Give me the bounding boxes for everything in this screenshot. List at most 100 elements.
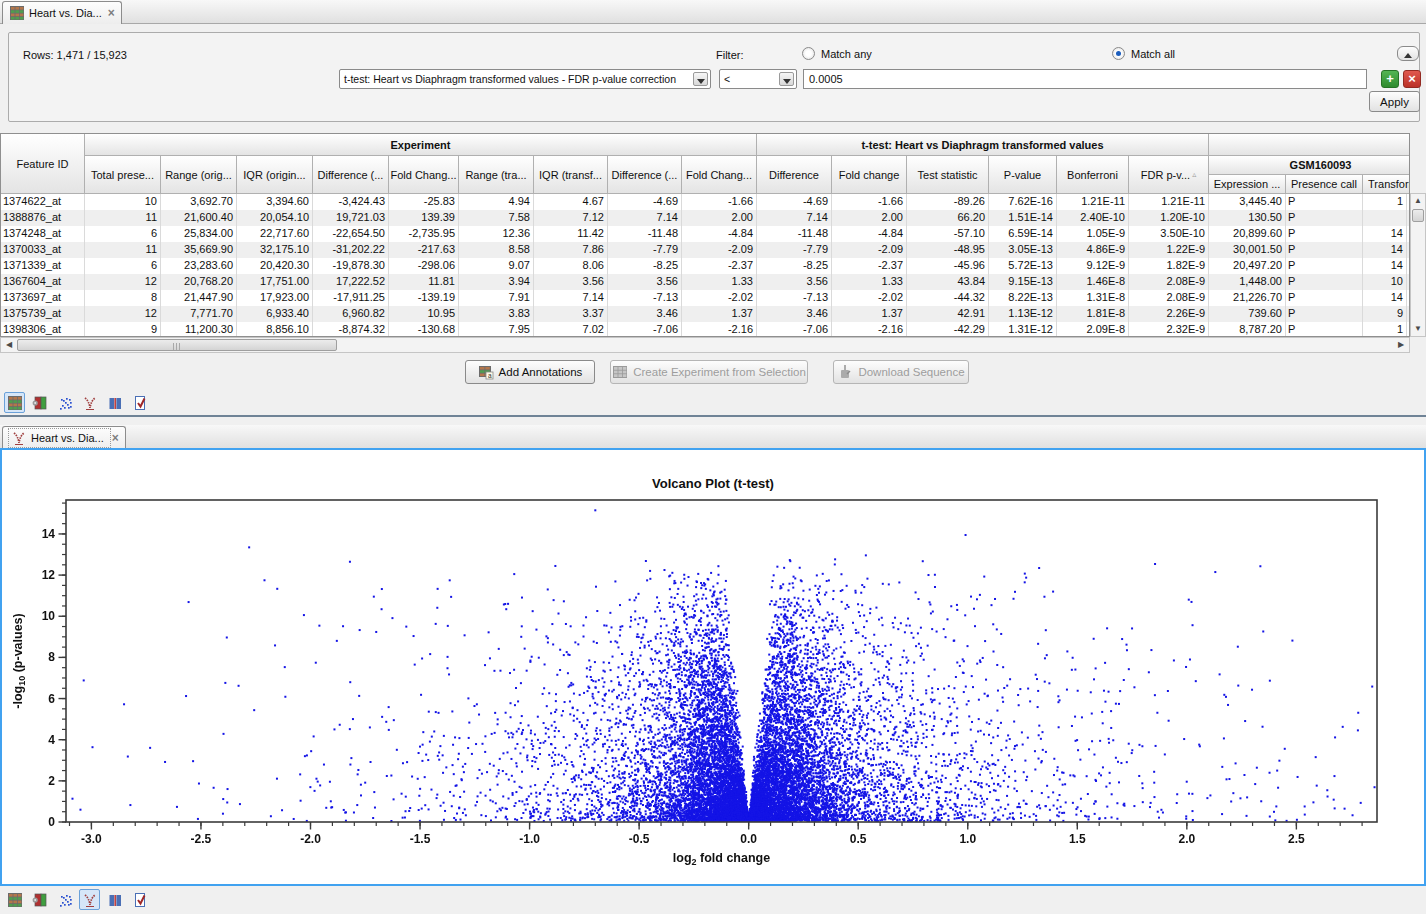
toolbar-experiment-side-icon[interactable] (29, 392, 50, 413)
chevron-down-icon (693, 72, 708, 86)
column-header-feature-id[interactable]: Feature ID (1, 134, 85, 194)
column-header[interactable]: Fold Chang... (682, 156, 757, 194)
radio-match-all[interactable]: Match all (1112, 47, 1175, 60)
tab-table-view[interactable]: Heart vs. Dia... × (2, 1, 122, 24)
cell: 3.83 (459, 306, 534, 322)
toolbar-scatter-plot-icon[interactable] (54, 889, 75, 910)
toolbar-table-view-icon[interactable] (4, 392, 25, 413)
column-header[interactable]: Test statistic (907, 156, 989, 194)
cell: 1388876_at (1, 210, 85, 226)
svg-text:-1.0: -1.0 (519, 832, 540, 846)
cell: 2.40E-10 (1057, 210, 1129, 226)
toolbar-scatter-plot-icon[interactable] (54, 392, 75, 413)
column-header[interactable]: Difference (757, 156, 832, 194)
cell: -217.63 (389, 242, 459, 258)
svg-text:14: 14 (42, 527, 56, 541)
cell: -298.06 (389, 258, 459, 274)
cell: 1,448.00 (1209, 274, 1286, 290)
horizontal-scrollbar[interactable]: ◀ ▶ (0, 337, 1410, 353)
close-icon[interactable]: × (112, 431, 119, 445)
filter-criterion-select[interactable]: t-test: Heart vs Diaphragm transformed v… (339, 69, 711, 89)
table-row[interactable]: 1388876_at1121,600.4020,054.1019,721.031… (1, 210, 1410, 226)
table-row[interactable]: 1374622_at103,692.703,394.60-3,424.43-25… (1, 194, 1410, 210)
column-header[interactable]: IQR (origin... (237, 156, 313, 194)
cell: -19,878.30 (313, 258, 389, 274)
tab-volcano-plot[interactable]: Heart vs. Dia... × (2, 426, 126, 449)
column-header[interactable]: Expression ... (1209, 175, 1286, 194)
group-header-gsm160093[interactable]: GSM160093 (1209, 156, 1410, 175)
remove-filter-button[interactable]: × (1403, 70, 1421, 88)
cell: 21,447.90 (161, 290, 237, 306)
close-icon[interactable]: × (108, 6, 115, 20)
table-row[interactable]: 1370033_at1135,669.9032,175.10-31,202.22… (1, 242, 1410, 258)
cell: 1.22E-9 (1129, 242, 1209, 258)
volcano-plot-icon (11, 430, 27, 446)
column-header[interactable]: Range (tra... (459, 156, 534, 194)
toolbar-experiment-side-icon[interactable] (29, 889, 50, 910)
cell: -2.09 (682, 242, 757, 258)
filter-value-input[interactable]: 0.0005 (803, 69, 1367, 89)
create-experiment-button[interactable]: Create Experiment from Selection (610, 360, 808, 384)
filter-operator-select[interactable]: < (719, 69, 797, 89)
group-header-empty[interactable] (1209, 134, 1410, 156)
add-filter-button[interactable]: + (1381, 70, 1399, 88)
column-header[interactable]: Transform... (1363, 175, 1410, 194)
rows-count-label: Rows: 1,471 / 15,923 (23, 49, 127, 61)
column-header[interactable]: Difference (... (608, 156, 682, 194)
collapse-filter-button[interactable] (1397, 46, 1419, 61)
vertical-scrollbar[interactable]: ▲ ▼ (1410, 193, 1426, 337)
toolbar-report-view-icon[interactable] (129, 392, 150, 413)
column-header[interactable]: Difference (... (313, 156, 389, 194)
download-sequence-button[interactable]: Download Sequence (833, 360, 969, 384)
column-header[interactable]: Bonferroni (1057, 156, 1129, 194)
toolbar-pages-view-icon[interactable] (104, 889, 125, 910)
cell: 8 (85, 290, 161, 306)
cell: P (1286, 258, 1363, 274)
cell: 14 (1363, 242, 1407, 258)
column-header[interactable]: IQR (transf... (534, 156, 608, 194)
cell: 1375739_at (1, 306, 85, 322)
radio-match-any[interactable]: Match any (802, 47, 872, 60)
apply-button[interactable]: Apply (1369, 91, 1420, 112)
cell: 21,226.70 (1209, 290, 1286, 306)
group-header-ttest[interactable]: t-test: Heart vs Diaphragm transformed v… (757, 134, 1209, 156)
toolbar-table-view-icon[interactable] (4, 889, 25, 910)
column-header[interactable]: FDR p-v...▵ (1129, 156, 1209, 194)
column-header[interactable]: Range (orig... (161, 156, 237, 194)
toolbar-volcano-plot-icon[interactable] (79, 889, 100, 910)
cell: 1373697_at (1, 290, 85, 306)
table-row[interactable]: 1374248_at625,834.0022,717.60-22,654.50-… (1, 226, 1410, 242)
toolbar-report-view-icon[interactable] (129, 889, 150, 910)
filter-panel: Rows: 1,471 / 15,923 Filter: Match any M… (8, 32, 1420, 122)
cell: 3,394.60 (237, 194, 313, 210)
panel-divider[interactable] (0, 415, 1426, 417)
table-row[interactable]: 1371339_at623,283.6020,420.30-19,878.30-… (1, 258, 1410, 274)
column-header[interactable]: Fold change (832, 156, 907, 194)
cell: 1.31E-8 (1057, 290, 1129, 306)
cell: 1374248_at (1, 226, 85, 242)
toolbar-volcano-plot-icon[interactable] (79, 392, 100, 413)
table-row[interactable]: 1373697_at821,447.9017,923.00-17,911.25-… (1, 290, 1410, 306)
cell: P (1286, 242, 1363, 258)
cell: -11.48 (608, 226, 682, 242)
table-row[interactable]: 1398306_at911,200.308,856.10-8,874.32-13… (1, 322, 1410, 337)
column-header[interactable]: Total prese... (85, 156, 161, 194)
group-header-experiment[interactable]: Experiment (85, 134, 757, 156)
column-header[interactable]: Fold Chang... (389, 156, 459, 194)
cell: -42.29 (907, 322, 989, 337)
cell: 3.05E-13 (989, 242, 1057, 258)
column-header[interactable]: Presence call (1286, 175, 1363, 194)
table-row[interactable]: 1367604_at1220,768.2017,751.0017,222.521… (1, 274, 1410, 290)
cell: -11.48 (757, 226, 832, 242)
table-row[interactable]: 1375739_at127,771.706,933.406,960.8210.9… (1, 306, 1410, 322)
cell: 3.46 (757, 306, 832, 322)
cell: 19,721.03 (313, 210, 389, 226)
toolbar-pages-view-icon[interactable] (104, 392, 125, 413)
column-header[interactable]: P-value (989, 156, 1057, 194)
cell: 8.58 (459, 242, 534, 258)
cell: 10.95 (389, 306, 459, 322)
plot-view-toolbar (4, 889, 150, 910)
cell: P (1286, 210, 1363, 226)
cell: 739.60 (1209, 306, 1286, 322)
add-annotations-button[interactable]: a Add Annotations (465, 360, 595, 384)
